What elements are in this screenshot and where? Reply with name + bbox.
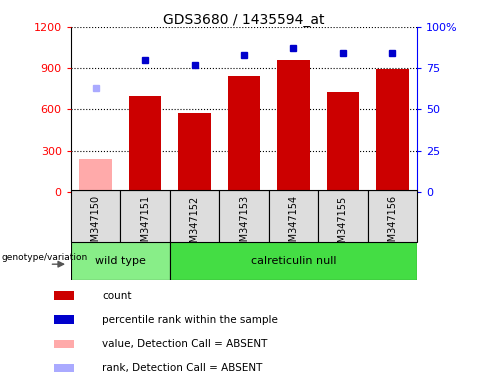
Text: value, Detection Call = ABSENT: value, Detection Call = ABSENT <box>102 339 267 349</box>
Text: GSM347150: GSM347150 <box>90 195 101 254</box>
Bar <box>327 91 359 192</box>
Bar <box>170 190 219 242</box>
Text: percentile rank within the sample: percentile rank within the sample <box>102 315 278 325</box>
Text: GDS3680 / 1435594_at: GDS3680 / 1435594_at <box>163 13 325 27</box>
Bar <box>54 339 74 348</box>
Text: GSM347155: GSM347155 <box>338 195 348 255</box>
Bar <box>71 190 120 242</box>
Bar <box>219 190 269 242</box>
Bar <box>179 113 211 192</box>
Bar <box>376 69 408 192</box>
Bar <box>269 190 318 242</box>
Bar <box>228 76 260 192</box>
Text: GSM347153: GSM347153 <box>239 195 249 254</box>
Bar <box>318 190 368 242</box>
Bar <box>54 364 74 372</box>
Text: GSM347152: GSM347152 <box>189 195 200 255</box>
Text: count: count <box>102 291 131 301</box>
Text: rank, Detection Call = ABSENT: rank, Detection Call = ABSENT <box>102 363 263 373</box>
Text: GSM347151: GSM347151 <box>140 195 150 254</box>
Bar <box>71 242 170 280</box>
Text: genotype/variation: genotype/variation <box>1 253 88 262</box>
Bar <box>120 190 170 242</box>
Bar <box>80 159 112 192</box>
Text: GSM347156: GSM347156 <box>387 195 398 254</box>
Bar <box>170 242 417 280</box>
Text: GSM347154: GSM347154 <box>288 195 299 254</box>
Text: wild type: wild type <box>95 256 146 266</box>
Bar <box>54 291 74 300</box>
Bar <box>277 60 309 192</box>
Bar <box>368 190 417 242</box>
Bar <box>54 316 74 324</box>
Text: calreticulin null: calreticulin null <box>251 256 336 266</box>
Bar <box>129 96 161 192</box>
